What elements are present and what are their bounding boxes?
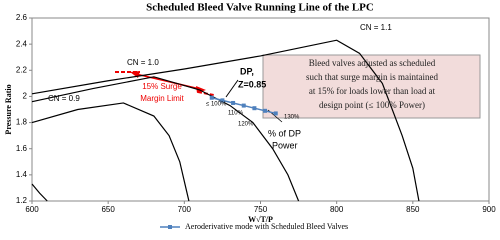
annotation: DP, xyxy=(240,66,254,76)
y-tick-label: 1.4 xyxy=(16,170,28,179)
y-tick-label: 1.6 xyxy=(16,144,28,153)
annotation: Power xyxy=(272,140,298,150)
y-tick-label: 2 xyxy=(23,92,28,101)
y-tick-label: 1.8 xyxy=(16,118,28,127)
point xyxy=(241,103,246,108)
y-tick-label: 2.4 xyxy=(16,39,28,48)
legend-label: Aeroderivative mode with Scheduled Bleed… xyxy=(185,222,348,231)
note-box xyxy=(262,54,481,119)
speed-line xyxy=(31,39,420,202)
note-line: at 15% for loads lower than load at xyxy=(309,86,436,96)
annotation: Z=0.85 xyxy=(238,79,266,89)
chart-title: Scheduled Bleed Valve Running Line of th… xyxy=(146,2,374,14)
annotation: Margin Limit xyxy=(140,94,184,103)
y-tick-label: 2.2 xyxy=(16,65,28,74)
legend-marker xyxy=(168,225,172,229)
annotation: 15% Surge xyxy=(142,82,182,91)
annotation: % of DP xyxy=(268,128,301,138)
annotation: 120% xyxy=(238,122,254,128)
x-tick-label: 750 xyxy=(254,205,268,214)
y-tick-label: 1.2 xyxy=(16,196,28,205)
annotation: 110% xyxy=(228,111,244,117)
point xyxy=(263,108,268,113)
x-tick-label: 600 xyxy=(25,205,39,214)
note-line: design point (≤ 100% Power) xyxy=(319,100,425,110)
speed-line xyxy=(31,102,190,202)
annotation: 130% xyxy=(284,115,300,121)
note-line: such that surge margin is maintained xyxy=(306,72,438,82)
point xyxy=(252,106,257,111)
annotation: CN = 1.0 xyxy=(127,58,159,67)
speed-line xyxy=(31,76,300,202)
annotation: ≤ 100% xyxy=(206,102,227,108)
point xyxy=(220,98,225,103)
note-line: Bleed valves adjusted as scheduled xyxy=(309,58,436,68)
point xyxy=(273,111,278,116)
x-tick-label: 650 xyxy=(101,205,115,214)
y-axis-label: Pressure Ratio xyxy=(4,84,13,134)
y-tick-label: 2.6 xyxy=(16,13,28,22)
x-axis-label: W√T/P xyxy=(248,215,273,224)
x-tick-label: 800 xyxy=(330,205,344,214)
speed-line xyxy=(31,183,48,202)
x-tick-label: 850 xyxy=(406,205,420,214)
point xyxy=(231,100,236,105)
annotation: CN = 1.1 xyxy=(360,23,392,32)
x-tick-label: 900 xyxy=(482,205,496,214)
x-tick-label: 700 xyxy=(178,205,192,214)
point xyxy=(209,95,214,100)
annotation: CN = 0.9 xyxy=(48,94,80,103)
